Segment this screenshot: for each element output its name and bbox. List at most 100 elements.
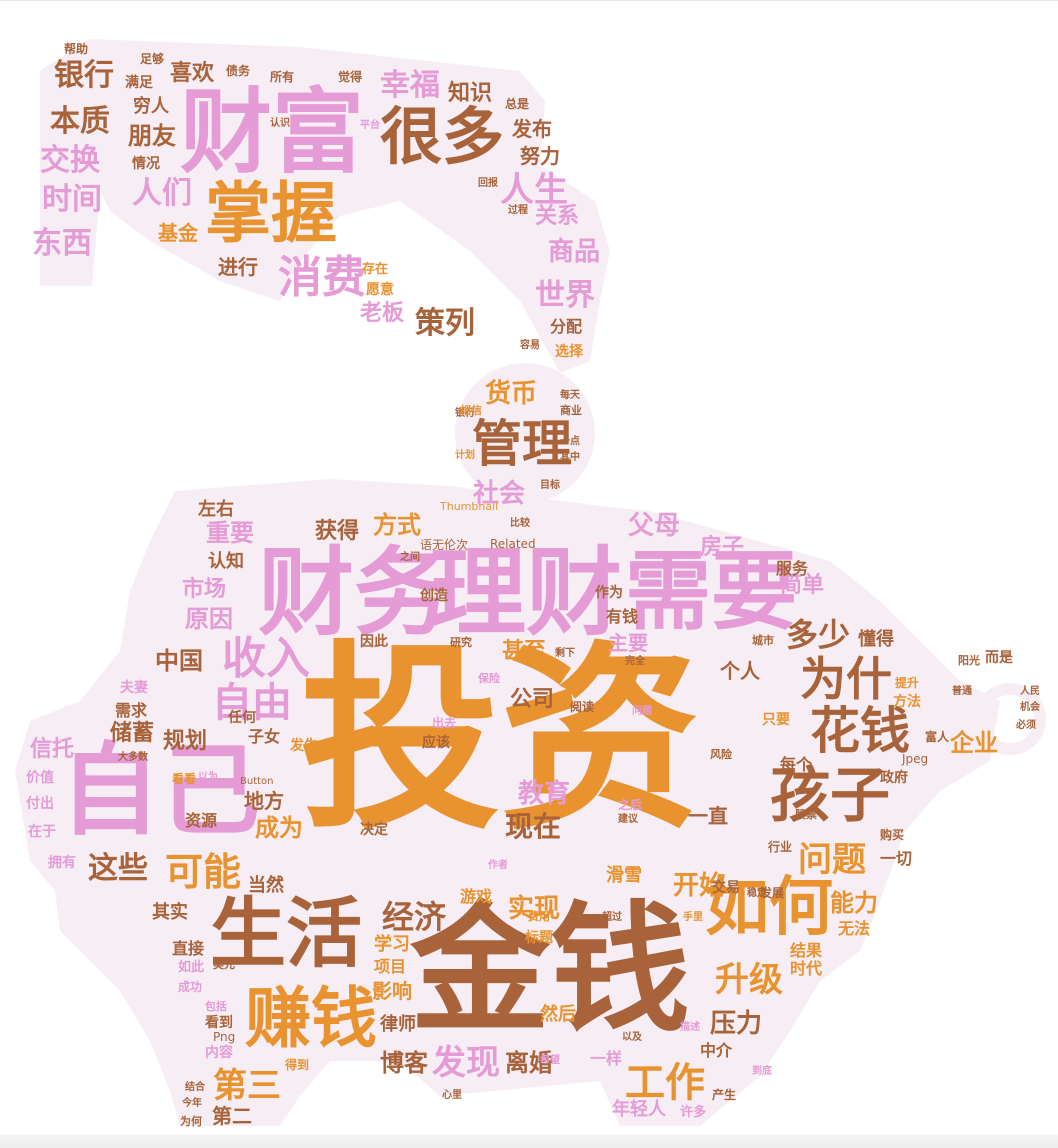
word-xintuo: 信托 xyxy=(30,737,75,762)
word-jingji: 经济 xyxy=(382,898,447,936)
word-ziyou: 自由 xyxy=(212,680,292,726)
word-xihuan: 喜欢 xyxy=(170,61,215,86)
word-renhe: 任何 xyxy=(228,710,256,726)
word-chuangzao: 创造 xyxy=(420,588,448,604)
word-jiaoyi: 交易 xyxy=(712,880,740,896)
word-zhijie: 直接 xyxy=(172,939,205,958)
word-wenti2: 问题 xyxy=(632,706,652,717)
word-zongshi: 总是 xyxy=(505,97,530,111)
word-jihua: 计划 xyxy=(455,450,475,461)
word-bijiao: 比较 xyxy=(510,518,530,529)
word-fabu: 发布 xyxy=(512,117,552,141)
word-chansheng: 产生 xyxy=(712,1088,737,1102)
word-zuowei: 作为 xyxy=(595,585,623,601)
word-wenti: 问题 xyxy=(798,840,866,880)
word-huobi: 货币 xyxy=(485,379,538,409)
word-dongde: 懂得 xyxy=(858,629,894,650)
word-licai: 理财 xyxy=(430,537,622,649)
word-jiandan: 简单 xyxy=(780,573,825,598)
word-zinv: 子女 xyxy=(248,727,281,746)
word-fazhan: 发展 xyxy=(760,886,785,900)
word-renshi: 认识 xyxy=(270,118,290,129)
word-meige: 每个 xyxy=(780,755,813,774)
word-xuduo: 许多 xyxy=(680,1105,707,1120)
word-nuli: 努力 xyxy=(520,144,560,168)
word-xiwang: 希望 xyxy=(540,1055,560,1066)
word-qishi: 其实 xyxy=(152,902,188,923)
word-jianyi: 建议 xyxy=(618,814,638,825)
word-zhexie: 这些 xyxy=(88,851,148,886)
word-neirong: 内容 xyxy=(205,1045,233,1061)
word-shidai: 时代 xyxy=(790,959,823,978)
word-gongsi: 公司 xyxy=(510,687,555,712)
word-fangshi: 方式 xyxy=(373,511,421,539)
word-shangye: 商业 xyxy=(560,404,582,417)
word-shengxia: 剩下 xyxy=(555,648,575,659)
word-shangpin: 商品 xyxy=(548,237,601,267)
word-kandao: 看到 xyxy=(205,1015,233,1031)
word-zhijian: 之间 xyxy=(400,552,420,563)
pig-body-shape xyxy=(15,479,1000,1126)
word-ershi: 而是 xyxy=(985,650,1013,666)
word-youxi: 游戏 xyxy=(460,887,493,906)
word-yuanyin: 原因 xyxy=(185,605,233,633)
word-fengxian: 风险 xyxy=(710,748,732,761)
word-tigao: 提高 xyxy=(640,1000,660,1011)
word-meiyuan: 美元 xyxy=(213,958,235,971)
word-xiangmu: 项目 xyxy=(374,957,407,976)
word-xiaofei: 消费 xyxy=(278,252,366,303)
word-shenghuo: 生活 xyxy=(210,889,362,978)
word-zhihou: 之后 xyxy=(618,798,643,812)
word-gupiao: 股票 xyxy=(795,808,817,821)
word-haizi: 孩子 xyxy=(770,761,890,831)
word-gongzuo: 工作 xyxy=(625,1060,705,1106)
word-guihua: 规划 xyxy=(163,729,208,754)
word-shouli: 手里 xyxy=(683,912,703,923)
word-dedao: 得到 xyxy=(285,1058,310,1072)
word-ranhou: 然后 xyxy=(540,1004,576,1025)
word-youqian: 有钱 xyxy=(606,607,639,626)
word-xingfu: 幸福 xyxy=(380,68,440,103)
word-pengyou: 朋友 xyxy=(128,122,176,150)
word-zhangwo: 掌握 xyxy=(205,175,337,252)
word-baoxian: 保险 xyxy=(478,672,500,685)
word-yiwei: 以为 xyxy=(198,772,218,783)
word-mubiao: 目标 xyxy=(540,480,560,491)
word-furen: 富人 xyxy=(925,730,950,744)
word-jiaoyu: 教育 xyxy=(518,779,571,809)
word-juede: 觉得 xyxy=(338,70,363,84)
word-guanxi: 关系 xyxy=(535,204,580,229)
word-huibao: 回报 xyxy=(478,178,498,189)
word-dangran: 当然 xyxy=(248,875,284,896)
word-yangguang: 阳光 xyxy=(958,654,980,667)
word-qiongren: 穷人 xyxy=(133,96,169,117)
word-jieguo: 结果 xyxy=(790,941,823,960)
word-chuxu: 储蓄 xyxy=(110,721,155,746)
word-thumbnail: Thumbnail xyxy=(440,500,499,513)
word-yiqie: 一切 xyxy=(880,849,913,868)
word-pingtai: 平台 xyxy=(360,120,380,131)
word-yiji: 以及 xyxy=(622,1032,642,1043)
word-wufa: 无法 xyxy=(838,919,871,938)
word-yinhang: 银行 xyxy=(54,58,114,93)
word-fuchu: 付出 xyxy=(26,796,54,812)
word-zhaiwu: 债务 xyxy=(226,64,251,78)
word-fangzi: 房子 xyxy=(700,535,745,560)
word-yidian: 一点 xyxy=(560,436,580,447)
word-huaqian: 花钱 xyxy=(810,702,910,760)
word-weishen: 为什 xyxy=(800,652,892,706)
word-fasheng: 发生 xyxy=(290,738,318,754)
word-zhishi: 知识 xyxy=(448,81,493,106)
word-shengji: 升级 xyxy=(715,960,783,1000)
word-shehui: 社会 xyxy=(473,479,526,509)
word-caifu: 财富 xyxy=(180,79,365,186)
word-xuexi: 学习 xyxy=(374,934,410,955)
bottom-scroll-edge xyxy=(0,1134,1058,1148)
word-suoyou: 所有 xyxy=(270,70,295,84)
word-touzi: 投资 xyxy=(300,624,701,857)
word-jinnian: 今年 xyxy=(182,1098,202,1109)
word-yuanyi: 愿意 xyxy=(366,282,394,298)
word-yali: 压力 xyxy=(710,1009,763,1039)
word-jiazhi: 价值 xyxy=(26,770,54,786)
